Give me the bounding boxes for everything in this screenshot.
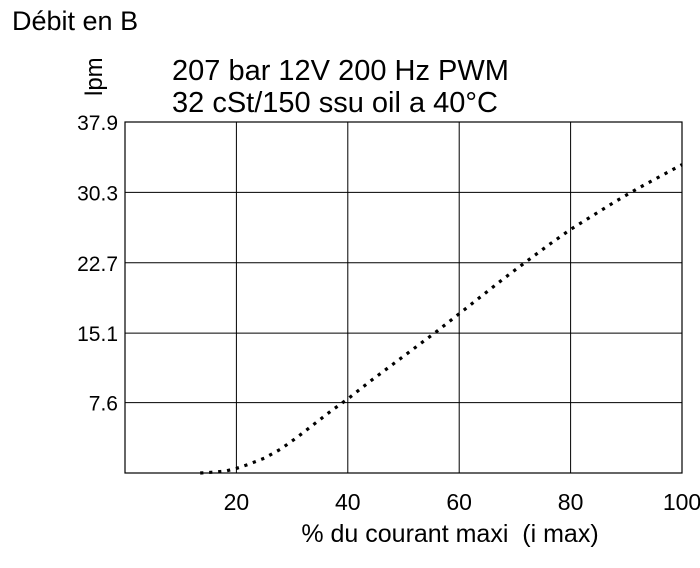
y-tick-label: 22.7 [77,253,118,276]
x-tick-label: 20 [224,489,250,515]
y-tick-label: 15.1 [77,323,118,346]
x-tick-label: 100 [663,489,700,515]
y-tick-label: 30.3 [77,182,118,205]
series-layer [200,163,683,475]
x-tick-label: 60 [446,489,472,515]
series-line-0 [200,163,683,475]
y-tick-labels: 7.6 15.1 22.7 30.3 37.9 [77,112,118,416]
x-tick-labels: 20 40 60 80 100 [224,489,700,515]
y-tick-label: 7.6 [89,393,118,416]
x-tick-label: 80 [558,489,584,515]
chart-title-line-2: 32 cSt/150 ssu oil a 40°C [172,87,498,119]
x-tick-label: 40 [335,489,361,515]
chart-title-line-1: 207 bar 12V 200 Hz PWM [172,55,509,87]
grid-lines [125,121,683,473]
page-title: Débit en B [12,6,138,36]
x-axis-label: % du courant maxi (i max) [301,520,598,548]
y-axis-label: lpm [81,57,108,96]
y-tick-label: 37.9 [77,112,118,135]
plot-frame [124,121,683,474]
